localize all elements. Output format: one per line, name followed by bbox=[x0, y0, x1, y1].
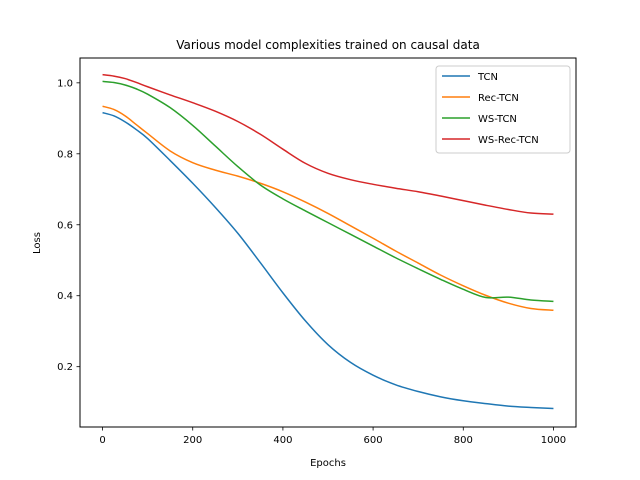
y-tick-label: 0.4 bbox=[57, 291, 73, 302]
y-axis-label: Loss bbox=[32, 232, 43, 254]
y-tick-label: 0.2 bbox=[57, 362, 73, 373]
y-tick-label: 0.8 bbox=[57, 149, 73, 160]
plot-frame bbox=[79, 57, 577, 428]
legend-entry: WS-Rec-TCN bbox=[478, 135, 539, 146]
x-axis: 0 200 400 600 800 1000 bbox=[99, 427, 566, 446]
legend-box bbox=[435, 65, 571, 154]
y-axis: 0.2 0.4 0.6 0.8 1.0 bbox=[57, 78, 80, 373]
x-tick-label: 400 bbox=[273, 435, 292, 446]
x-axis-label: Epochs bbox=[310, 458, 346, 469]
plot-lines bbox=[102, 73, 554, 410]
x-tick-label: 600 bbox=[364, 435, 383, 446]
legend-entry: WS-TCN bbox=[478, 114, 517, 125]
series-line-2 bbox=[102, 80, 554, 303]
x-tick-label: 1000 bbox=[541, 435, 566, 446]
chart-title: Various model complexities trained on ca… bbox=[176, 38, 480, 52]
legend-entry: TCN bbox=[477, 72, 498, 83]
series-line-3 bbox=[102, 73, 554, 215]
x-tick-label: 0 bbox=[99, 435, 105, 446]
y-tick-label: 1.0 bbox=[57, 78, 73, 89]
series-line-1 bbox=[102, 105, 554, 312]
legend-entry: Rec-TCN bbox=[478, 93, 519, 104]
series-line-0 bbox=[102, 111, 554, 410]
y-tick-label: 0.6 bbox=[57, 220, 73, 231]
x-tick-label: 800 bbox=[454, 435, 473, 446]
x-tick-label: 200 bbox=[183, 435, 202, 446]
legend: TCN Rec-TCN WS-TCN WS-Rec-TCN bbox=[435, 65, 571, 154]
